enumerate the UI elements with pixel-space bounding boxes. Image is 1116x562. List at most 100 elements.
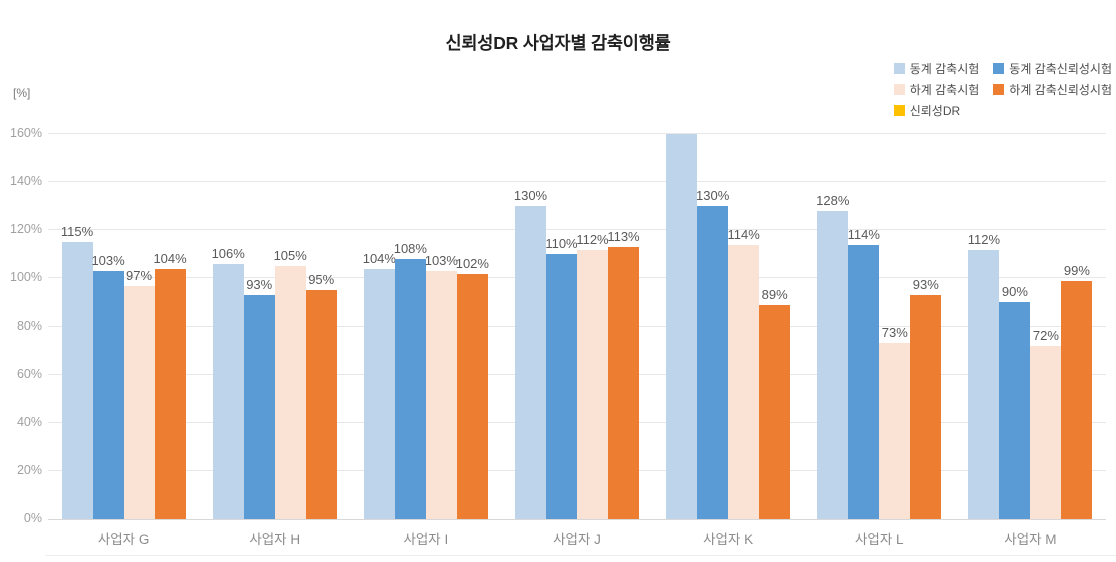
bar [1030,345,1062,519]
x-axis-category-label: 사업자 L [855,532,904,547]
bar-data-label: 114% [847,226,880,242]
bar-data-label: 112% [576,231,609,247]
bar-slot: 73% [879,134,911,519]
bar-slot: 103% [91,134,125,519]
bar [1061,280,1093,519]
bar-data-label: 112% [967,231,1001,247]
bar [394,259,426,519]
plot-area: 115% 103% 97% 104% 106% 93% 105% 95% 104% 108% 103… [48,133,1106,520]
bar [728,244,760,519]
legend-label: 신뢰성DR [909,104,961,118]
legend-label: 하계 감축시험 [909,83,980,97]
bar-data-label: 95% [308,272,335,288]
bar [910,295,942,519]
x-axis-line [48,519,1106,520]
y-axis-tick-label: 120% [10,222,42,237]
bar-slot: 99% [1061,134,1093,519]
chart-title: 신뢰성DR 사업자별 감축이행률 [445,33,671,53]
bar-slot: 72% [1030,134,1062,519]
legend-item: 동계 감축신뢰성시험 [993,60,1112,77]
bar-slot: 110% [545,134,578,519]
bar-data-label: 115% [60,224,94,240]
bar [607,247,639,519]
bar-group: 128% 114% 73% 93% [804,134,955,519]
bar-slot: 89% [759,134,791,519]
y-axis-tick-label: 20% [16,462,42,477]
bar [92,271,124,519]
bar [212,263,244,519]
legend-swatch-icon [993,63,1005,74]
legend-swatch-icon [993,84,1005,95]
bar [697,206,729,519]
x-axis-labels: 사업자 G 사업자 H 사업자 I 사업자 J 사업자 K 사업자 L 사업자 M [48,528,1106,548]
bar-slot: 97% [123,134,155,519]
legend-item: 하계 감축신뢰성시험 [993,81,1112,98]
bar [305,290,337,519]
bar-group: 130% 114% 89% [653,134,804,519]
bar [61,242,93,519]
bar [425,271,457,519]
bar-slot: 112% [576,134,609,519]
bar [999,302,1031,519]
bar-data-label: 106% [211,245,245,261]
bar-data-label: 90% [1001,284,1028,300]
bar-group: 115% 103% 97% 104% [48,134,199,519]
legend-label: 하계 감축신뢰성시험 [1009,83,1112,97]
bar [545,254,577,519]
legend-item: 동계 감축시험 [893,60,979,77]
bar-data-label: 103% [91,253,125,269]
legend-swatch-icon [893,84,905,95]
bar-data-label: 110% [545,236,578,252]
x-axis-category-label: 사업자 H [249,532,301,547]
legend-item: 하계 감축시험 [893,81,980,98]
bar-slot: 102% [455,134,489,519]
y-axis-tick-label: 140% [10,174,42,189]
bar-data-label: 97% [126,267,153,283]
bar-slot: 108% [393,134,427,519]
x-axis-category-label: 사업자 G [97,532,150,547]
bar-slot: 103% [424,134,458,519]
bar-slot: 112% [967,134,1001,519]
bar [514,206,546,519]
y-axis-unit-label: [%] [13,86,31,100]
bar-slot: 104% [153,134,187,519]
bar-group: 104% 108% 103% 102% [350,134,501,519]
y-axis-tick-label: 100% [10,270,42,285]
bar-slot: 128% [816,134,850,519]
legend-swatch-icon [893,105,905,116]
bar-data-label: 93% [912,277,939,293]
bar [666,134,698,519]
bar-slot: 93% [910,134,942,519]
bar-slot: 115% [60,134,94,519]
x-axis-category-label: 사업자 J [553,532,601,547]
x-axis-category-label: 사업자 M [1004,532,1057,547]
bar-data-label: 104% [153,250,187,266]
bar-data-label: 99% [1063,262,1090,278]
bar-slot: 130% [696,134,729,519]
bar [759,304,791,519]
bar-data-label: 128% [816,193,850,208]
bar-slot: 114% [727,134,760,519]
bar-slot: 130% [514,134,547,519]
bar-slot: 113% [607,134,640,519]
bar-data-label: 89% [761,286,788,302]
bar [817,211,849,519]
bar-data-label: 73% [881,325,908,341]
bar-slot: 114% [847,134,880,519]
y-axis-tick-label: 160% [10,126,42,140]
y-axis-tick-labels: 0% 20% 40% 60% 80% 100% 120% 140% 160% [0,126,42,525]
bar [968,249,1000,519]
bar [123,285,155,519]
bar-group: 112% 90% 72% 99% [955,134,1106,519]
bar-slot: 105% [274,134,307,519]
gridline [48,181,1106,183]
bar-data-label: 93% [246,277,273,293]
bar-data-label: 102% [455,255,489,271]
bar [154,268,186,519]
bar [848,244,880,519]
bar-data-label: 103% [424,253,458,269]
y-axis-tick-label: 60% [16,366,42,381]
bar-data-label: 72% [1032,327,1059,343]
bar-data-label: 108% [393,241,427,257]
